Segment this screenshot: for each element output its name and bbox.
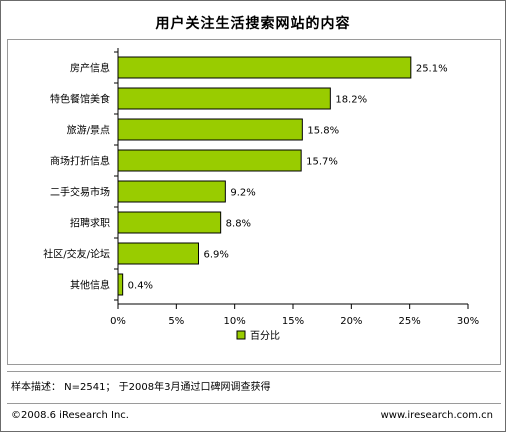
- bar: [117, 180, 226, 203]
- legend-label: 百分比: [250, 330, 280, 342]
- data-label: 15.7%: [306, 157, 338, 168]
- bar: [117, 56, 412, 79]
- category-label: 特色餐馆美食: [50, 93, 110, 106]
- data-label: 0.4%: [128, 281, 153, 292]
- data-label: 15.8%: [307, 126, 339, 137]
- plot-area: 房产信息 25.1% 特色餐馆美食 18.2% 旅游/景点 15.8% 商场打折信息 15.7…: [7, 39, 501, 365]
- x-tick-label: 0%: [110, 316, 126, 327]
- data-label: 25.1%: [416, 64, 448, 75]
- sample-description: 样本描述： N=2541； 于2008年3月通过口碑网调查获得: [11, 382, 271, 393]
- category-label: 二手交易市场: [50, 186, 110, 199]
- bar: [117, 211, 222, 234]
- bar: [117, 87, 331, 110]
- chart-title: 用户关注生活搜索网站的内容: [155, 16, 351, 32]
- x-tick-label: 20%: [340, 316, 362, 327]
- divider-line: [7, 371, 501, 372]
- category-label: 招聘求职: [70, 217, 110, 230]
- legend-swatch: [236, 330, 246, 340]
- bar: [117, 242, 199, 265]
- x-tick-label: 15%: [282, 316, 304, 327]
- category-label: 旅游/景点: [67, 124, 110, 137]
- copyright-text: ©2008.6 iResearch Inc.: [11, 410, 129, 421]
- x-tick-label: 10%: [224, 316, 246, 327]
- bar: [117, 118, 303, 141]
- footer-divider: [7, 403, 501, 404]
- category-label: 社区/交友/论坛: [43, 248, 110, 261]
- bar: [117, 149, 302, 172]
- x-tick-label: 5%: [168, 316, 184, 327]
- bar: [117, 273, 124, 296]
- website-link[interactable]: www.iresearch.com.cn: [380, 410, 493, 421]
- x-tick-label: 30%: [457, 316, 479, 327]
- category-label: 房产信息: [70, 62, 110, 75]
- data-label: 18.2%: [335, 95, 367, 106]
- category-label: 商场打折信息: [50, 155, 110, 168]
- bar-chart: 房产信息 25.1% 特色餐馆美食 18.2% 旅游/景点 15.8% 商场打折信息 15.7…: [43, 48, 479, 342]
- data-label: 9.2%: [230, 188, 255, 199]
- data-label: 6.9%: [204, 250, 229, 261]
- x-tick-label: 25%: [399, 316, 421, 327]
- data-label: 8.8%: [226, 219, 251, 230]
- category-label: 其他信息: [70, 279, 110, 292]
